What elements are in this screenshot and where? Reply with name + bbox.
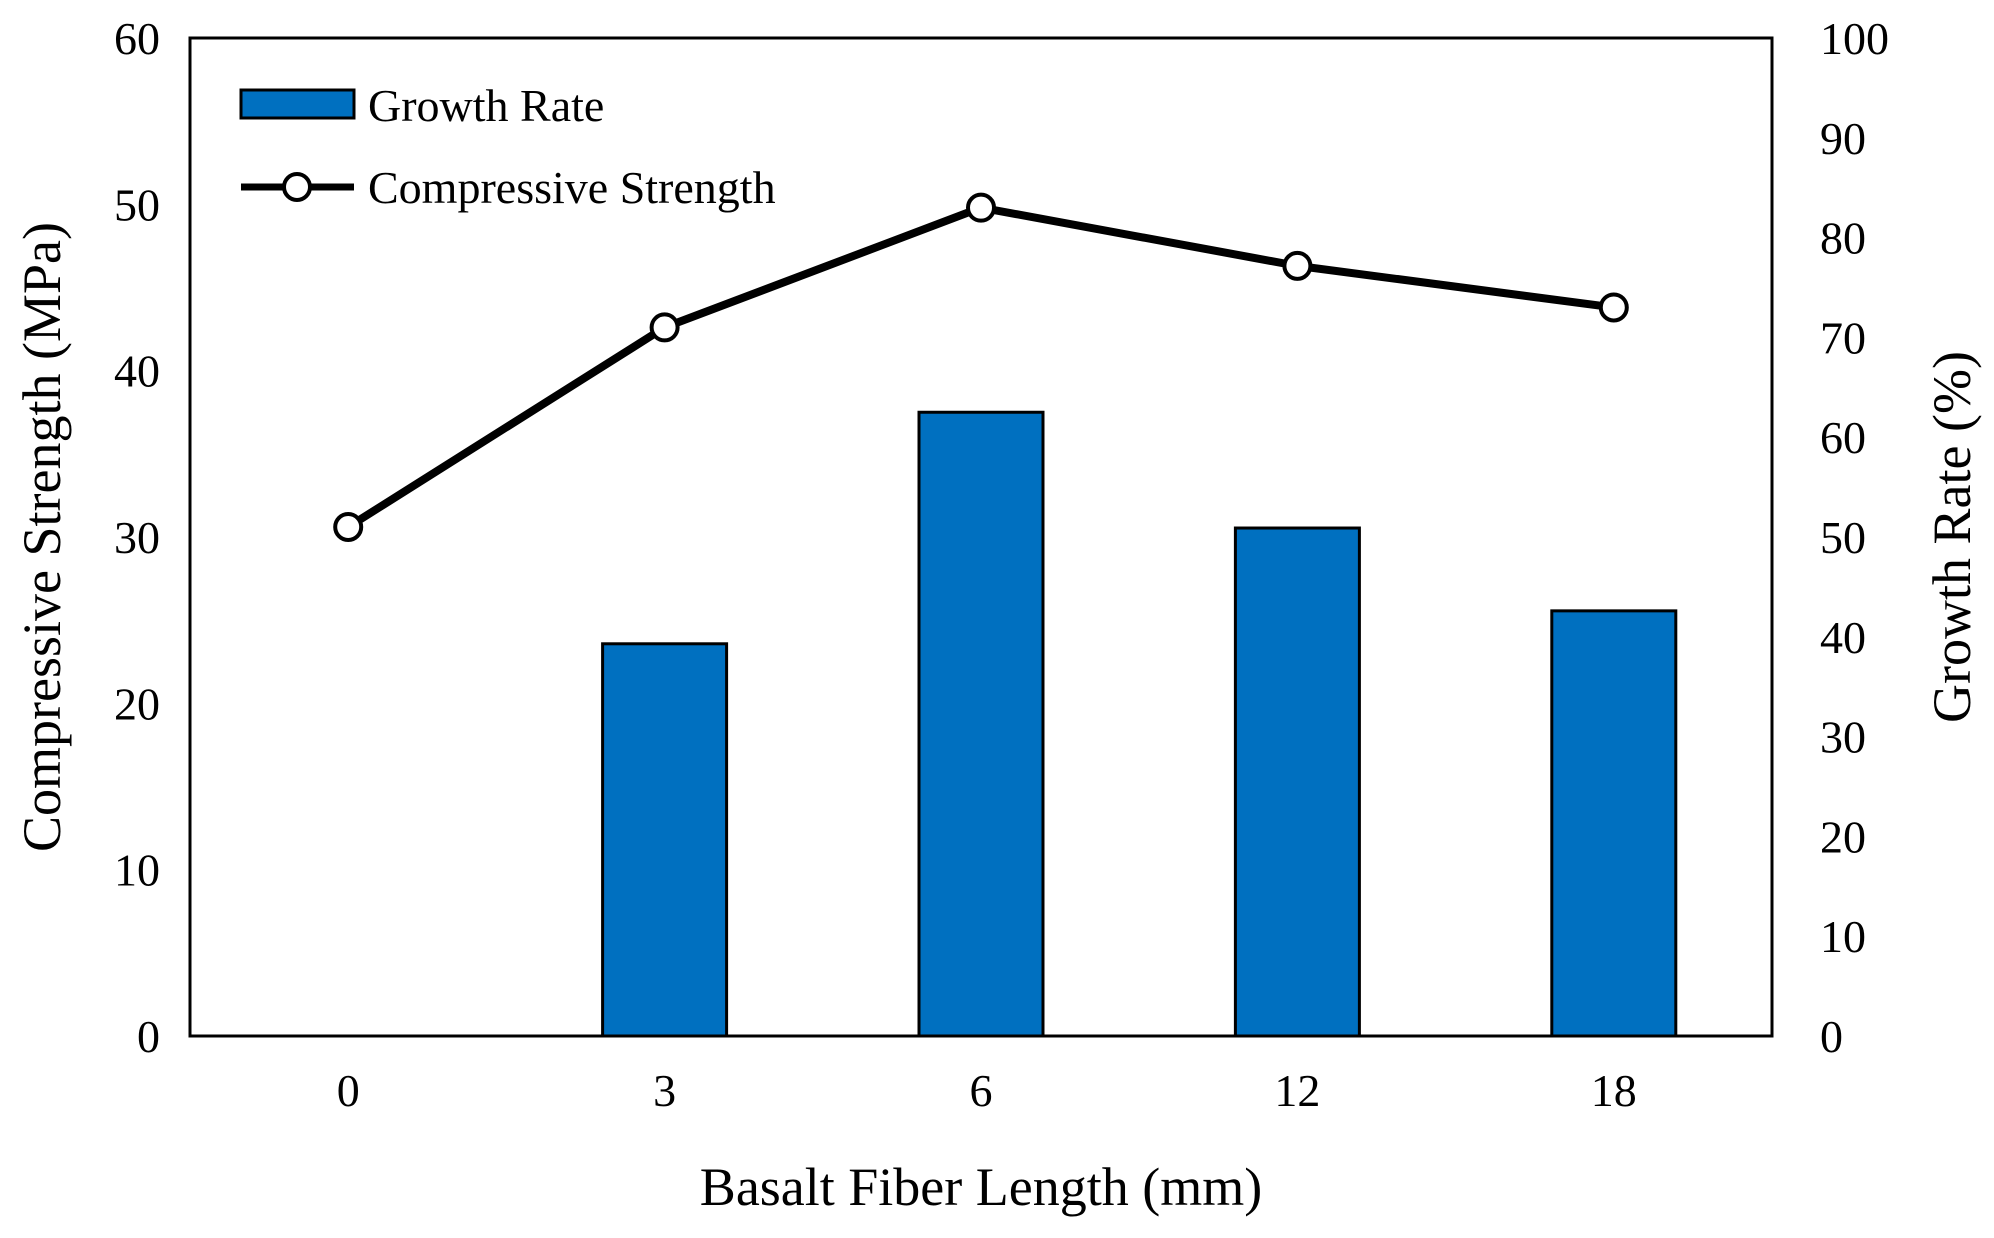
right-tick-label: 80: [1820, 213, 1866, 264]
x-tick-label: 3: [653, 1065, 676, 1116]
right-tick-label: 40: [1820, 612, 1866, 663]
left-tick-label: 20: [114, 678, 160, 729]
left-y-axis-title: Compressive Strength (MPa): [12, 222, 72, 852]
right-tick-label: 20: [1820, 811, 1866, 862]
right-tick-label: 90: [1820, 113, 1866, 164]
x-tick-label: 0: [337, 1065, 360, 1116]
right-tick-label: 0: [1820, 1011, 1843, 1062]
right-tick-label: 30: [1820, 712, 1866, 763]
point-compressive-strength-6: [966, 192, 996, 223]
bar-growth-rate-12: [1233, 526, 1361, 1038]
left-axis-ticks: 0 10 20 30 40 50 60: [114, 13, 160, 1062]
point-compressive-strength-18: [1598, 292, 1629, 323]
x-tick-label: 6: [970, 1065, 993, 1116]
bar-growth-rate-6: [917, 410, 1045, 1038]
left-tick-label: 50: [114, 179, 160, 230]
right-tick-label: 60: [1820, 412, 1866, 463]
x-axis-ticks: 0 3 6 12 18: [337, 1065, 1637, 1116]
line-series-compressive-strength: [333, 192, 1629, 543]
x-tick-label: 18: [1591, 1065, 1637, 1116]
legend: Growth Rate Compressive Strength: [239, 80, 776, 213]
right-tick-label: 10: [1820, 911, 1866, 962]
x-tick-label: 12: [1274, 1065, 1320, 1116]
x-axis-title: Basalt Fiber Length (mm): [700, 1157, 1262, 1217]
point-compressive-strength-3: [649, 312, 680, 343]
point-compressive-strength-0: [333, 512, 364, 543]
bar-growth-rate-3: [601, 642, 729, 1038]
bar-growth-rate-18: [1550, 609, 1678, 1038]
left-tick-label: 40: [114, 346, 160, 397]
right-y-axis-title: Growth Rate (%): [1922, 351, 1982, 723]
right-tick-label: 70: [1820, 312, 1866, 363]
point-compressive-strength-12: [1282, 250, 1313, 281]
bar-series-growth-rate: [601, 410, 1678, 1038]
legend-swatch-growth-rate: [239, 88, 356, 120]
right-tick-label: 100: [1820, 13, 1889, 64]
left-tick-label: 30: [114, 512, 160, 563]
right-axis-ticks: 0 10 20 30 40 50 60 70 80 90 100: [1820, 13, 1889, 1062]
left-tick-label: 0: [137, 1011, 160, 1062]
left-tick-label: 10: [114, 845, 160, 896]
left-tick-label: 60: [114, 13, 160, 64]
legend-label-compressive-strength: Compressive Strength: [368, 162, 776, 213]
legend-label-growth-rate: Growth Rate: [368, 80, 604, 131]
legend-marker-compressive-strength: [282, 172, 312, 202]
right-tick-label: 50: [1820, 512, 1866, 563]
